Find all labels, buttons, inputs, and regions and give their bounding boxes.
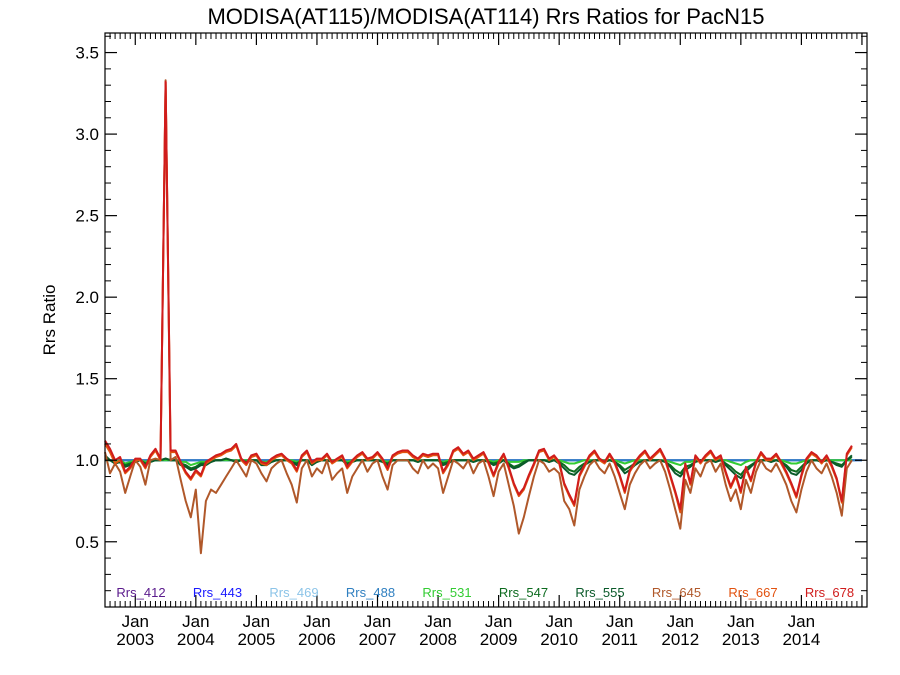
series-line-rrs-667 — [104, 80, 853, 514]
legend-entry-rrs-555: Rrs_555 — [575, 585, 624, 600]
series-line-rrs-645 — [104, 79, 853, 555]
legend-entry-rrs-531: Rrs_531 — [422, 585, 471, 600]
plot-frame — [104, 32, 868, 608]
y-axis: 0.5 1.0 1.5 2.0 2.5 3.0 3.5 — [75, 35, 867, 592]
legend-entry-rrs-547: Rrs_547 — [499, 585, 548, 600]
y-tick-label: 3.0 — [75, 125, 99, 144]
x-tick-label-month: Jan — [243, 612, 270, 631]
y-axis-label: Rrs Ratio — [40, 285, 59, 356]
y-tick-label: 2.0 — [75, 288, 99, 307]
x-tick-label-year: 2008 — [419, 630, 457, 649]
y-tick-label: 0.5 — [75, 533, 99, 552]
x-tick-label-year: 2011 — [601, 630, 638, 649]
x-tick-label-month: Jan — [788, 612, 815, 631]
x-tick-label-year: 2007 — [359, 630, 397, 649]
y-tick-label: 1.5 — [75, 370, 99, 389]
legend-entry-rrs-645: Rrs_645 — [652, 585, 701, 600]
x-tick-label-month: Jan — [606, 612, 633, 631]
x-axis: Jan2003Jan2004Jan2005Jan2006Jan2007Jan20… — [104, 33, 868, 649]
series-line-rrs-678 — [104, 80, 853, 511]
legend-entry-rrs-443: Rrs_443 — [193, 585, 242, 600]
series-line-rrs-555 — [104, 454, 853, 480]
x-tick-label-year: 2003 — [116, 630, 154, 649]
x-tick-label-month: Jan — [182, 612, 209, 631]
y-tick-label: 1.0 — [75, 451, 99, 470]
y-tick-label: 3.5 — [75, 44, 99, 63]
legend-entry-rrs-412: Rrs_412 — [116, 585, 165, 600]
x-tick-label-month: Jan — [545, 612, 572, 631]
x-tick-label-month: Jan — [424, 612, 451, 631]
x-tick-label-year: 2010 — [540, 630, 578, 649]
x-tick-label-month: Jan — [727, 612, 754, 631]
legend-entry-rrs-469: Rrs_469 — [269, 585, 318, 600]
x-tick-label-year: 2014 — [782, 630, 820, 649]
x-tick-label-month: Jan — [303, 612, 330, 631]
legend: Rrs_412 Rrs_443 Rrs_469 Rrs_488 Rrs_531 Rrs_5… — [116, 585, 854, 600]
legend-entry-rrs-667: Rrs_667 — [728, 585, 777, 600]
x-tick-label-year: 2012 — [661, 630, 699, 649]
plot-lines — [104, 79, 862, 555]
x-tick-label-month: Jan — [485, 612, 512, 631]
chart-title: MODISA(AT115)/MODISA(AT114) Rrs Ratios f… — [207, 4, 764, 29]
x-tick-label-year: 2013 — [722, 630, 760, 649]
x-tick-label-month: Jan — [667, 612, 694, 631]
y-tick-label: 2.5 — [75, 207, 99, 226]
x-tick-label-year: 2004 — [177, 630, 215, 649]
legend-entry-rrs-678: Rrs_678 — [805, 585, 854, 600]
x-tick-label-month: Jan — [364, 612, 391, 631]
x-tick-label-month: Jan — [122, 612, 149, 631]
x-tick-label-year: 2005 — [237, 630, 275, 649]
x-tick-label-year: 2009 — [480, 630, 518, 649]
x-tick-label-year: 2006 — [298, 630, 336, 649]
legend-entry-rrs-488: Rrs_488 — [346, 585, 395, 600]
